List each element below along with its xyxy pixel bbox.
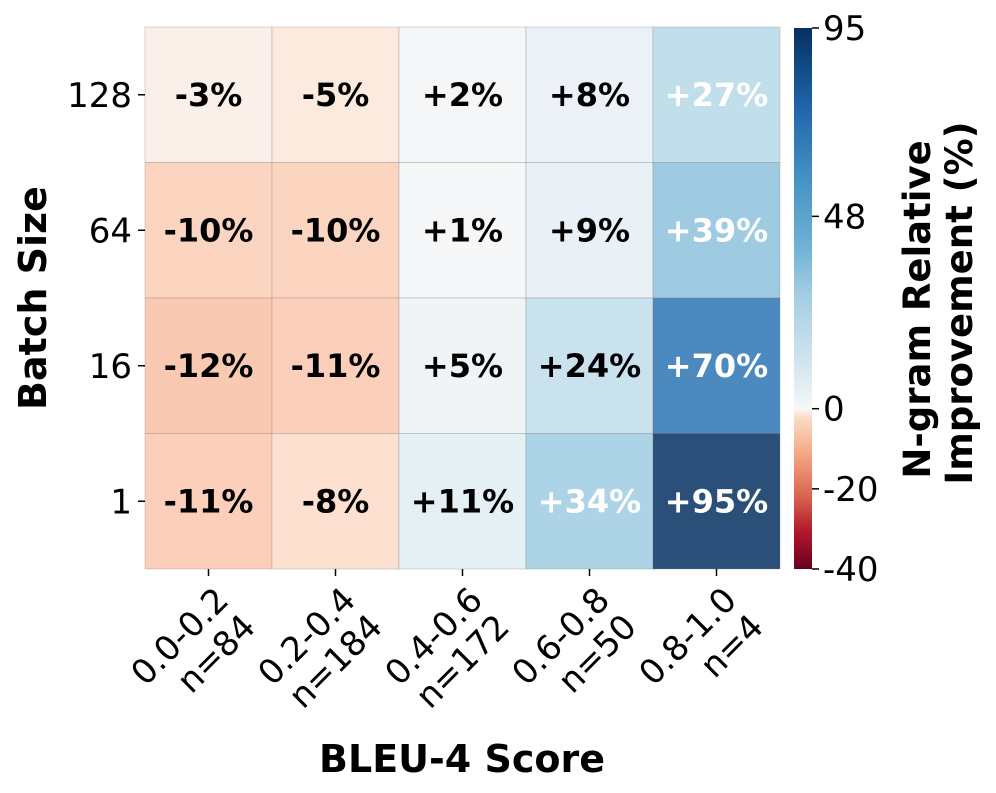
heatmap-cell-labels: -3% -5% +2% +8% +27% -10% -10% +1% +9% +39% -12% -1… — [164, 76, 769, 521]
y-tick-label: 128 — [67, 76, 132, 116]
heatmap-cell-label: -11% — [164, 482, 254, 520]
y-tick-label: 16 — [89, 347, 132, 387]
colorbar-tick-label: -40 — [823, 550, 879, 590]
colorbar-tick-label: 95 — [823, 9, 866, 49]
y-tick-label: 1 — [110, 482, 132, 522]
heatmap-cell-label: +27% — [665, 76, 768, 114]
colorbar-tick-label: 48 — [823, 197, 866, 237]
heatmap-cell — [652, 297, 781, 434]
x-tick-label: 0.8-1.0n=4 — [631, 580, 771, 720]
heatmap-cell — [144, 26, 273, 163]
heatmap-cell-label: +24% — [538, 347, 641, 385]
heatmap-cell-label: +95% — [665, 482, 768, 520]
heatmap-cell-label: +5% — [422, 347, 503, 385]
heatmap-cell — [525, 26, 654, 163]
colorbar-title-line-1: N-gram Relative — [896, 140, 939, 478]
x-tick-label: 0.4-0.6n=172 — [377, 580, 517, 720]
colorbar-title: N-gram Relative Improvement (%) — [896, 121, 981, 484]
colorbar — [794, 28, 812, 569]
heatmap-cell — [652, 162, 781, 299]
colorbar-title-line-2: Improvement (%) — [938, 121, 981, 484]
heatmap-cell — [398, 26, 527, 163]
y-tick-label: 64 — [89, 211, 132, 251]
heatmap-cell — [271, 26, 400, 163]
heatmap-cell — [271, 297, 400, 434]
heatmap-cell — [398, 297, 527, 434]
heatmap-cell-label: -11% — [291, 347, 381, 385]
heatmap-cell — [398, 433, 527, 570]
x-axis-ticks: 0.0-0.2n=840.2-0.4n=1840.4-0.6n=1720.6-0… — [123, 569, 772, 720]
y-axis-ticks: 128 64 16 1 — [67, 76, 145, 522]
heatmap-cell-label: +70% — [665, 347, 768, 385]
heatmap-cell-label: -10% — [291, 211, 381, 249]
heatmap-cell-label: +9% — [549, 211, 630, 249]
x-tick-label: 0.0-0.2n=84 — [123, 580, 263, 720]
heatmap-cell — [652, 26, 781, 163]
heatmap-cell-label: -10% — [164, 211, 254, 249]
heatmap-cell-label: +2% — [422, 76, 503, 114]
x-tick-label: 0.6-0.8n=50 — [504, 580, 644, 720]
heatmap-cell-label: +1% — [422, 211, 503, 249]
y-axis-title: Batch Size — [11, 186, 55, 410]
heatmap-cell — [525, 433, 654, 570]
colorbar-ticks: 95 48 0 -20 -40 — [812, 9, 879, 590]
heatmap-cell-label: -8% — [302, 482, 370, 520]
heatmap-cell-label: +11% — [411, 482, 514, 520]
heatmap-cell-label: -5% — [302, 76, 370, 114]
heatmap-cell — [271, 433, 400, 570]
colorbar-tick-label: -20 — [823, 470, 879, 510]
heatmap-cell-label: -3% — [175, 76, 243, 114]
x-tick-label: 0.2-0.4n=184 — [250, 580, 390, 720]
heatmap-cell — [652, 433, 781, 570]
heatmap-cell-label: -12% — [164, 347, 254, 385]
heatmap-cells — [144, 26, 781, 570]
heatmap-cell — [144, 162, 273, 299]
colorbar-tick-label: 0 — [823, 390, 845, 430]
heatmap-cell — [398, 162, 527, 299]
heatmap-cell-label: +39% — [665, 211, 768, 249]
heatmap-cell — [525, 297, 654, 434]
heatmap-cell-label: +8% — [549, 76, 630, 114]
heatmap-cell-label: +34% — [538, 482, 641, 520]
x-axis-title: BLEU-4 Score — [319, 737, 605, 781]
